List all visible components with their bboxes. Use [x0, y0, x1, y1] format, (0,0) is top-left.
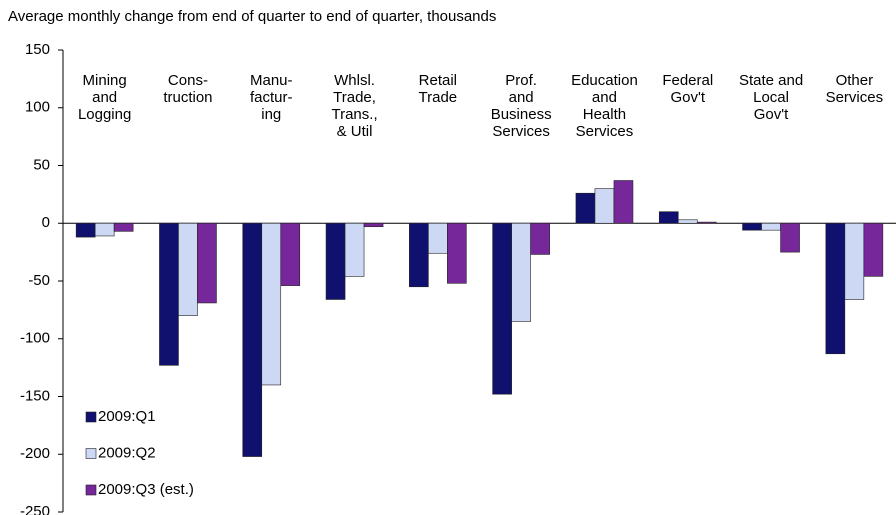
bar [511, 222, 531, 322]
y-tick-label: 100 [25, 99, 50, 116]
bar [325, 222, 346, 300]
bar [75, 222, 96, 238]
bar [447, 222, 467, 284]
category-label: Mining and Logging [77, 72, 132, 123]
legend-swatch [85, 484, 97, 496]
bar [94, 222, 115, 237]
y-tick-label: -100 [20, 330, 50, 347]
category-label: Cons- truction [163, 72, 213, 106]
bar [742, 222, 762, 231]
bar [780, 222, 800, 253]
y-tick-label: -200 [20, 445, 50, 462]
chart-title: Average monthly change from end of quart… [8, 8, 497, 25]
y-tick-label: -250 [20, 503, 50, 515]
y-tick-label: 0 [42, 214, 50, 231]
bar [594, 188, 615, 224]
bar [197, 222, 217, 304]
bar [530, 222, 550, 255]
legend-label: 2009:Q1 [98, 408, 156, 425]
bar [825, 222, 846, 355]
category-label: Other Services [825, 72, 884, 106]
category-label: Federal Gov't [662, 72, 714, 106]
bar [761, 222, 781, 231]
bar [363, 222, 384, 228]
bar [613, 180, 634, 224]
bar [696, 221, 717, 224]
bar [159, 222, 179, 366]
y-tick-label: -50 [28, 272, 50, 289]
bar [658, 211, 679, 224]
y-tick-label: 50 [33, 156, 50, 173]
bar [492, 222, 512, 395]
bar [344, 222, 365, 277]
y-tick-label: -150 [20, 387, 50, 404]
legend-label: 2009:Q2 [98, 444, 156, 461]
category-label: Retail Trade [418, 72, 458, 106]
bar [428, 222, 448, 254]
bar [178, 222, 198, 316]
legend-swatch [85, 411, 97, 423]
bar [863, 222, 884, 277]
bar [242, 222, 263, 457]
bar [575, 192, 596, 224]
bar [113, 222, 134, 232]
category-label: Prof. and Business Services [490, 72, 552, 140]
category-label: Education and Health Services [571, 72, 638, 140]
category-label: Whlsl. Trade, Trans., & Util [331, 72, 378, 140]
category-label: State and Local Gov't [738, 72, 804, 123]
legend-label: 2009:Q3 (est.) [98, 481, 194, 498]
y-tick-label: 150 [25, 41, 50, 58]
bar [261, 222, 282, 386]
legend-swatch [85, 448, 97, 459]
bar [844, 222, 865, 300]
bar [677, 219, 698, 224]
category-label: Manu- factur- ing [249, 72, 293, 123]
bar [409, 222, 429, 288]
bar [280, 222, 301, 286]
